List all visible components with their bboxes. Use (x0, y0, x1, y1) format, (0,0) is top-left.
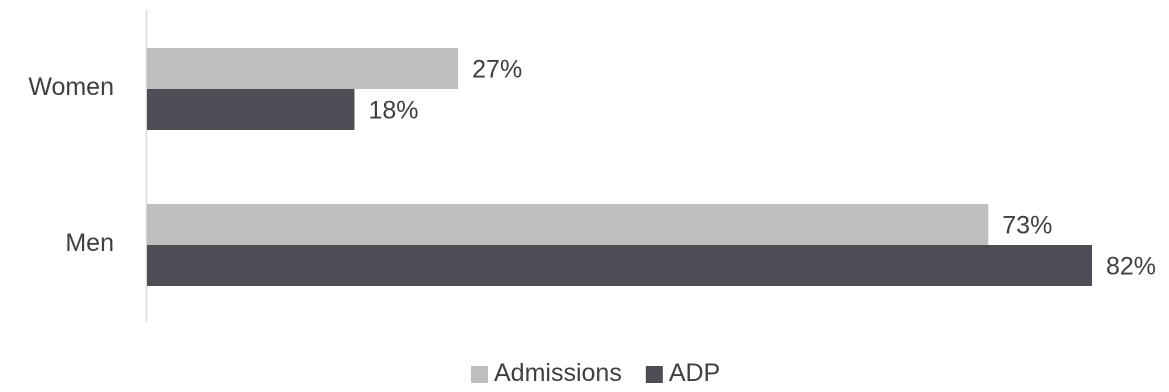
category-layer: Women Men (28, 73, 114, 257)
label-layer: 27% 18% 73% 82% (368, 56, 1156, 281)
bar-adp-men (147, 245, 1092, 286)
data-label-admissions-women: 27% (472, 56, 522, 84)
data-label-admissions-men: 73% (1002, 212, 1052, 240)
category-label-women: Women (28, 73, 114, 101)
legend-label-admissions: Admissions (494, 359, 622, 387)
category-label-men: Men (65, 229, 114, 257)
data-label-adp-women: 18% (368, 97, 418, 125)
legend-swatch-adp (645, 366, 663, 383)
legend: Admissions ADP (471, 359, 720, 387)
legend-swatch-admissions (471, 366, 488, 383)
legend-item-adp: ADP (645, 359, 720, 387)
bar-admissions-men (147, 204, 989, 245)
legend-item-admissions: Admissions (471, 359, 622, 387)
data-label-adp-men: 82% (1106, 253, 1156, 281)
bar-layer (147, 48, 1092, 286)
legend-label-adp: ADP (669, 359, 720, 387)
bar-adp-women (147, 89, 355, 130)
bar-admissions-women (147, 48, 459, 89)
